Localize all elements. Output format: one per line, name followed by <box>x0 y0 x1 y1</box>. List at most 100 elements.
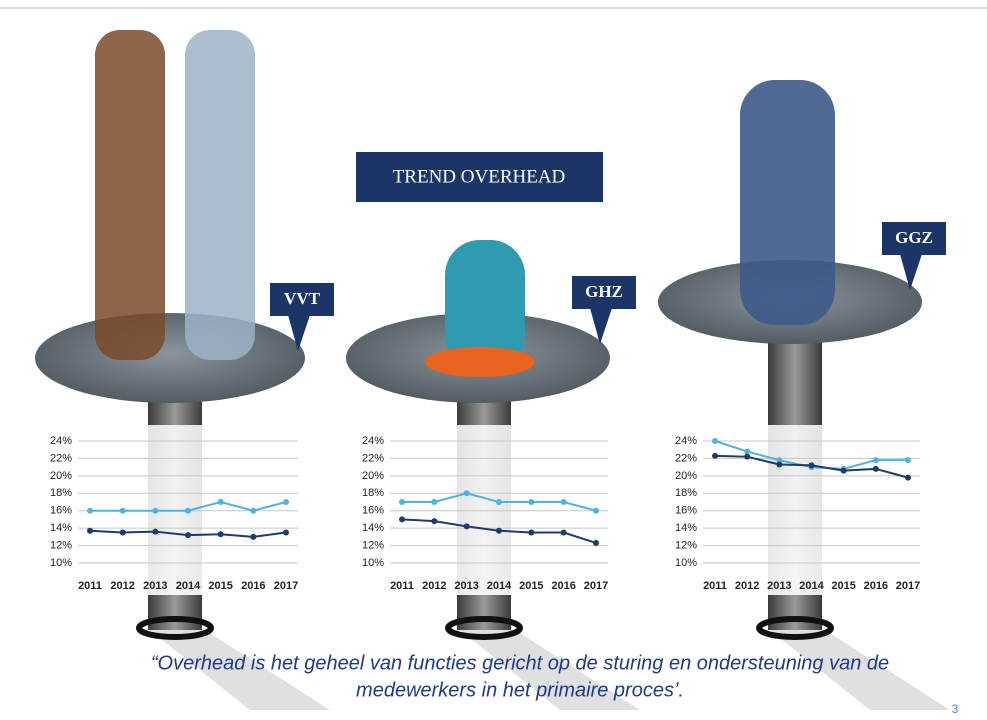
x-tick-label: 2011 <box>703 580 727 592</box>
point <box>841 468 847 474</box>
y-tick-label: 22% <box>675 452 697 464</box>
point <box>809 462 815 468</box>
slide: TREND OVERHEAD “Overhead is het geheel v… <box>0 0 987 720</box>
x-tick-label: 2012 <box>735 580 759 592</box>
y-tick-label: 16% <box>362 505 384 517</box>
table-top <box>35 313 305 403</box>
point <box>905 457 911 463</box>
y-tick-label: 12% <box>50 539 72 551</box>
y-tick-label: 18% <box>675 487 697 499</box>
x-tick-label: 2014 <box>487 580 512 592</box>
point <box>744 448 750 454</box>
y-tick-label: 24% <box>362 435 384 447</box>
y-tick-label: 16% <box>675 505 697 517</box>
page: TREND OVERHEAD “Overhead is het geheel v… <box>0 0 987 720</box>
x-tick-label: 2017 <box>584 580 608 592</box>
x-tick-label: 2015 <box>208 580 232 592</box>
point <box>250 534 256 540</box>
x-tick-label: 2013 <box>454 580 478 592</box>
point <box>464 490 470 496</box>
point <box>87 528 93 534</box>
y-tick-label: 12% <box>675 539 697 551</box>
x-tick-label: 2017 <box>274 580 298 592</box>
x-tick-label: 2011 <box>78 580 102 592</box>
y-tick-label: 10% <box>362 557 384 569</box>
point <box>561 530 567 536</box>
y-tick-label: 24% <box>50 435 72 447</box>
point <box>873 457 879 463</box>
point <box>283 499 289 505</box>
x-tick-label: 2014 <box>176 580 201 592</box>
y-tick-label: 20% <box>50 470 72 482</box>
point <box>776 462 782 468</box>
figure <box>95 30 165 360</box>
y-tick-label: 24% <box>675 435 697 447</box>
y-tick-label: 10% <box>50 557 72 569</box>
point <box>431 499 437 505</box>
x-tick-label: 2015 <box>831 580 855 592</box>
x-tick-label: 2012 <box>110 580 134 592</box>
x-tick-label: 2016 <box>864 580 888 592</box>
y-tick-label: 14% <box>675 522 697 534</box>
point <box>712 453 718 459</box>
y-tick-label: 20% <box>362 470 384 482</box>
point <box>496 499 502 505</box>
point <box>250 508 256 514</box>
point <box>218 499 224 505</box>
figure <box>740 80 835 325</box>
y-tick-label: 22% <box>362 452 384 464</box>
point <box>528 530 534 536</box>
quote-line: “Overhead is het geheel van functies ger… <box>151 652 889 674</box>
x-tick-label: 2016 <box>551 580 575 592</box>
x-tick-label: 2013 <box>143 580 167 592</box>
y-tick-label: 14% <box>50 522 72 534</box>
point <box>593 540 599 546</box>
figure <box>425 347 535 377</box>
point <box>218 531 224 537</box>
x-tick-label: 2011 <box>390 580 414 592</box>
point <box>873 466 879 472</box>
point <box>905 475 911 481</box>
y-tick-label: 16% <box>50 505 72 517</box>
x-tick-label: 2016 <box>241 580 265 592</box>
x-tick-label: 2015 <box>519 580 543 592</box>
quote-line: medewerkers in het primaire proces’. <box>356 679 684 701</box>
y-tick-label: 10% <box>675 557 697 569</box>
y-tick-label: 22% <box>50 452 72 464</box>
x-tick-label: 2014 <box>799 580 824 592</box>
y-tick-label: 18% <box>362 487 384 499</box>
point <box>744 454 750 460</box>
point <box>496 528 502 534</box>
point <box>528 499 534 505</box>
point <box>120 508 126 514</box>
point <box>152 508 158 514</box>
chart-backdrop <box>360 425 615 595</box>
point <box>712 438 718 444</box>
point <box>561 499 567 505</box>
point <box>593 508 599 514</box>
point <box>152 529 158 535</box>
y-tick-label: 20% <box>675 470 697 482</box>
point <box>283 530 289 536</box>
page-number: 3 <box>952 702 959 716</box>
point <box>399 516 405 522</box>
point <box>431 518 437 524</box>
x-tick-label: 2012 <box>422 580 446 592</box>
y-tick-label: 18% <box>50 487 72 499</box>
figure <box>185 30 255 360</box>
point <box>185 508 191 514</box>
x-tick-label: 2017 <box>896 580 920 592</box>
chart-title: GGZ <box>895 228 933 247</box>
y-tick-label: 12% <box>362 539 384 551</box>
x-tick-label: 2013 <box>767 580 791 592</box>
chart-backdrop <box>665 425 925 595</box>
chart-title: GHZ <box>585 282 623 301</box>
point <box>464 523 470 529</box>
slide-title: TREND OVERHEAD <box>393 166 566 187</box>
point <box>399 499 405 505</box>
point <box>120 530 126 536</box>
chart-title: VVT <box>284 289 321 308</box>
y-tick-label: 14% <box>362 522 384 534</box>
point <box>87 508 93 514</box>
point <box>185 532 191 538</box>
